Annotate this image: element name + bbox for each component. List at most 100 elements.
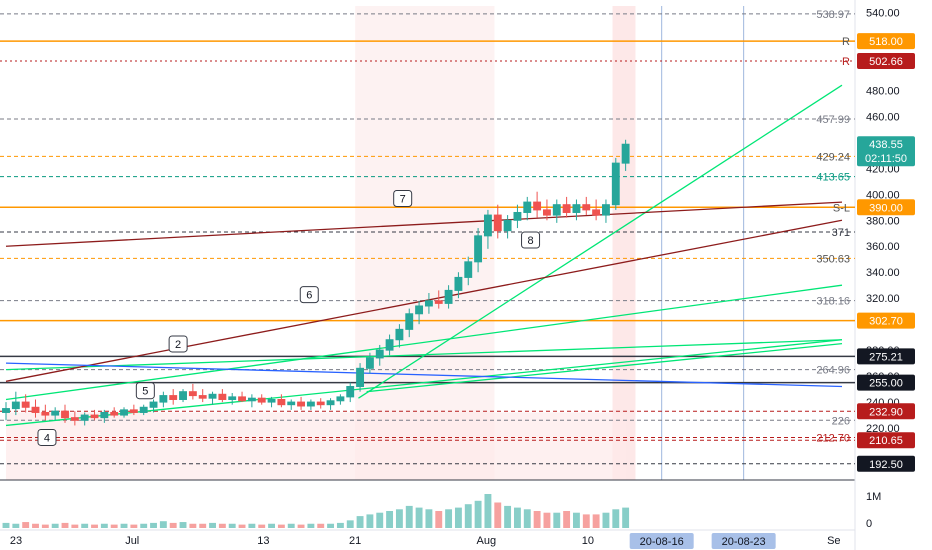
candle xyxy=(179,389,187,403)
candle-body xyxy=(415,305,424,315)
candle-body xyxy=(316,401,325,406)
candle xyxy=(405,308,414,338)
volume-bar xyxy=(150,522,157,528)
bg-band xyxy=(6,412,626,480)
level-price-badge: 255.00 xyxy=(857,374,915,391)
candle xyxy=(169,389,178,405)
candle-body xyxy=(346,385,355,398)
candle xyxy=(139,404,148,416)
trendline xyxy=(5,339,843,371)
level-label: 264.96 xyxy=(816,365,850,377)
candle-body xyxy=(454,276,463,291)
candle-body xyxy=(257,397,266,403)
badge-label: 275.21 xyxy=(869,351,903,363)
volume-bar xyxy=(2,522,10,528)
volume-bar xyxy=(317,523,325,528)
candle xyxy=(41,404,50,421)
candle xyxy=(11,391,20,416)
level-label: 429.24 xyxy=(816,151,850,163)
price-tick-label: 460.00 xyxy=(866,111,900,123)
candle-body xyxy=(306,401,315,407)
callout-box xyxy=(37,428,57,446)
badge-bg xyxy=(857,455,915,472)
candle xyxy=(129,404,138,416)
time-tick-label: Se xyxy=(827,535,840,547)
candle xyxy=(51,407,60,421)
candle-body xyxy=(582,204,591,211)
badge-label: 192.50 xyxy=(869,459,903,471)
candle xyxy=(602,199,610,223)
badge-bg xyxy=(857,312,915,329)
candles xyxy=(2,139,630,426)
callout: 5 xyxy=(135,382,155,400)
candle-body xyxy=(621,143,630,164)
candle xyxy=(611,157,620,210)
candle-body xyxy=(61,410,69,419)
volume-bar xyxy=(573,512,580,528)
candle-body xyxy=(139,406,148,413)
candle-body xyxy=(51,410,60,416)
level-price-badge: 210.65 xyxy=(857,432,915,449)
volume-bar xyxy=(32,523,39,528)
candle-body xyxy=(218,393,227,400)
candle xyxy=(621,139,630,171)
callout-label: 4 xyxy=(44,432,50,444)
volume-bar xyxy=(199,523,207,528)
trendline xyxy=(5,219,843,382)
volume-bar xyxy=(61,522,69,528)
level-label: 413.65 xyxy=(816,172,850,184)
candle-body xyxy=(208,393,217,399)
callout: 7 xyxy=(393,189,413,207)
badge-label: 232.90 xyxy=(869,406,903,418)
volume-bar xyxy=(91,524,98,528)
volume-bar xyxy=(464,504,472,528)
volume-bar xyxy=(484,494,492,528)
volume-bar xyxy=(51,523,59,528)
candle-body xyxy=(120,409,128,416)
price-axis[interactable]: 220.00240.00260.00280.00300.00320.00340.… xyxy=(857,7,915,472)
trendline xyxy=(5,284,843,401)
candle xyxy=(198,389,207,403)
level-price-badge: 518.00 xyxy=(857,33,915,50)
price-tick-label: 480.00 xyxy=(866,85,900,97)
candle-body xyxy=(434,300,443,304)
candle-body xyxy=(513,211,522,221)
level-label: R xyxy=(842,36,850,48)
candle xyxy=(493,204,502,239)
price-tick-label: 400.00 xyxy=(866,189,900,201)
level-label: 226 xyxy=(832,415,850,427)
candle-body xyxy=(159,395,168,403)
callout-label: 5 xyxy=(142,386,148,398)
volume-bar xyxy=(474,500,482,528)
volume-bar xyxy=(445,509,453,528)
candle-body xyxy=(562,204,571,213)
volume-bar xyxy=(218,523,226,528)
candle-body xyxy=(179,391,187,400)
badge-bg xyxy=(857,348,915,365)
candle-body xyxy=(41,411,50,416)
volume-bar xyxy=(553,512,561,528)
candle xyxy=(474,228,483,273)
volume-bar xyxy=(238,524,246,528)
candle-body xyxy=(365,357,374,369)
candle xyxy=(415,300,424,325)
candle xyxy=(375,344,384,366)
volume-bar xyxy=(258,524,266,528)
candle-body xyxy=(336,396,345,402)
candle xyxy=(228,392,237,405)
callout-label: 2 xyxy=(175,339,181,351)
candle xyxy=(247,394,256,408)
candle xyxy=(120,407,128,418)
time-axis[interactable]: 23 Jul 13 21 Aug 10 Se 20-08-16 20-08-23 xyxy=(10,533,841,549)
candle xyxy=(503,215,512,239)
volume-bar xyxy=(454,507,462,528)
volume-bar xyxy=(504,505,512,528)
candle xyxy=(552,199,561,223)
bg-band xyxy=(355,6,495,480)
candle-body xyxy=(80,414,89,421)
candle xyxy=(533,191,542,218)
volume-bar xyxy=(179,522,187,528)
candle xyxy=(395,324,404,348)
volume-tick-label: 0 xyxy=(866,518,872,530)
